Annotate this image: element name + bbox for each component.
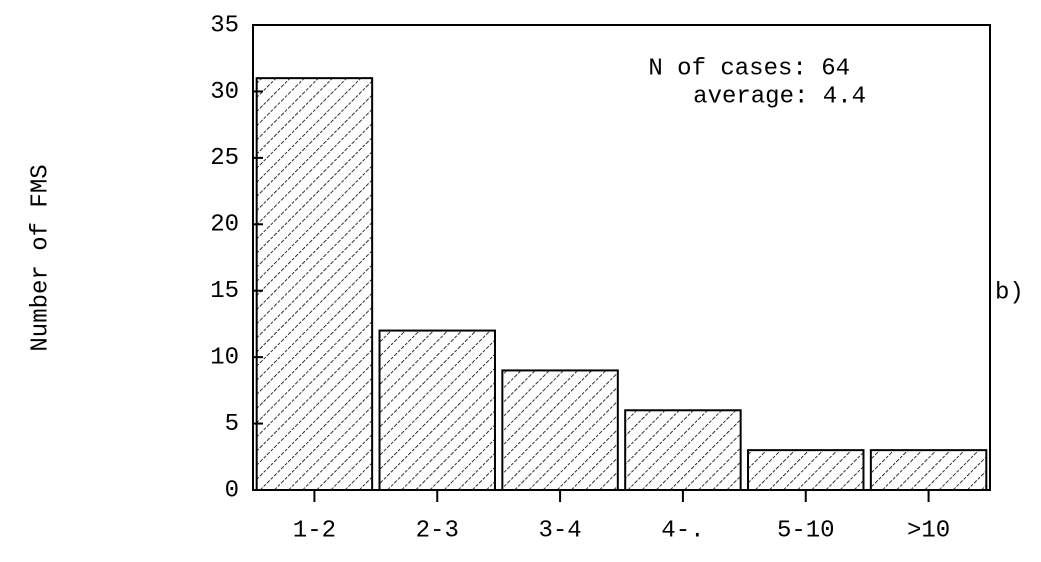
bar: [501, 369, 619, 491]
bar: [869, 449, 988, 491]
annotation: N of cases: 64: [648, 55, 850, 82]
y-tick-label: 10: [210, 344, 239, 371]
bar: [624, 409, 742, 491]
y-tick-label: 35: [210, 12, 239, 39]
y-tick-label: 30: [210, 79, 239, 106]
plot-frame: [252, 24, 991, 491]
x-tick-label: 2-3: [416, 517, 459, 544]
x-tick-label: >10: [907, 517, 950, 544]
x-tick-label: 4-.: [661, 517, 704, 544]
y-tick-label: 5: [225, 411, 239, 438]
annotation: b): [995, 279, 1024, 306]
y-axis-label: Number of FMS: [27, 164, 54, 351]
bar: [378, 329, 496, 492]
bar: [255, 77, 374, 492]
y-tick-label: 15: [210, 278, 239, 305]
x-tick-label: 5-10: [777, 517, 835, 544]
annotation: average: 4.4: [693, 83, 866, 110]
bar: [747, 449, 865, 491]
x-tick-label: 1-2: [293, 517, 336, 544]
y-tick-label: 0: [225, 477, 239, 504]
x-tick-label: 3-4: [538, 517, 581, 544]
y-tick-label: 20: [210, 212, 239, 239]
y-tick-label: 25: [210, 145, 239, 172]
